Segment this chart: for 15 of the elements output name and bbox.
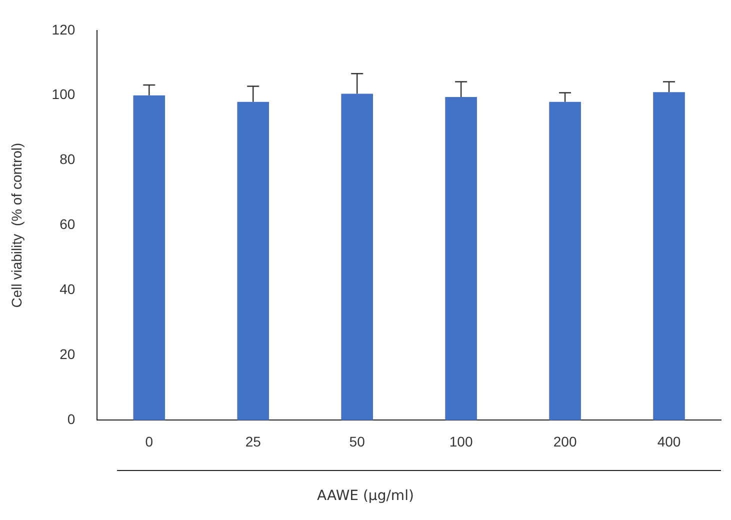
y-tick-label: 100 bbox=[52, 86, 76, 102]
y-axis-title: Cell viability (% of control) bbox=[8, 142, 24, 308]
y-tick-label: 20 bbox=[60, 346, 76, 362]
x-tick-label: 200 bbox=[553, 433, 577, 450]
y-tick-label: 40 bbox=[60, 281, 76, 298]
x-tick-label: 400 bbox=[657, 433, 681, 450]
y-tick-label: 80 bbox=[60, 151, 76, 168]
y-tick-label: 0 bbox=[67, 411, 76, 428]
x-tick-label: 100 bbox=[449, 433, 473, 450]
y-tick-label: 120 bbox=[52, 21, 76, 38]
x-tick-label: 50 bbox=[349, 433, 366, 450]
y-tick-label: 60 bbox=[60, 216, 76, 232]
x-tick-label: 25 bbox=[245, 433, 262, 450]
x-tick-label: 0 bbox=[145, 433, 154, 450]
x-axis-title: AAWE (μg/ml) bbox=[316, 488, 415, 504]
